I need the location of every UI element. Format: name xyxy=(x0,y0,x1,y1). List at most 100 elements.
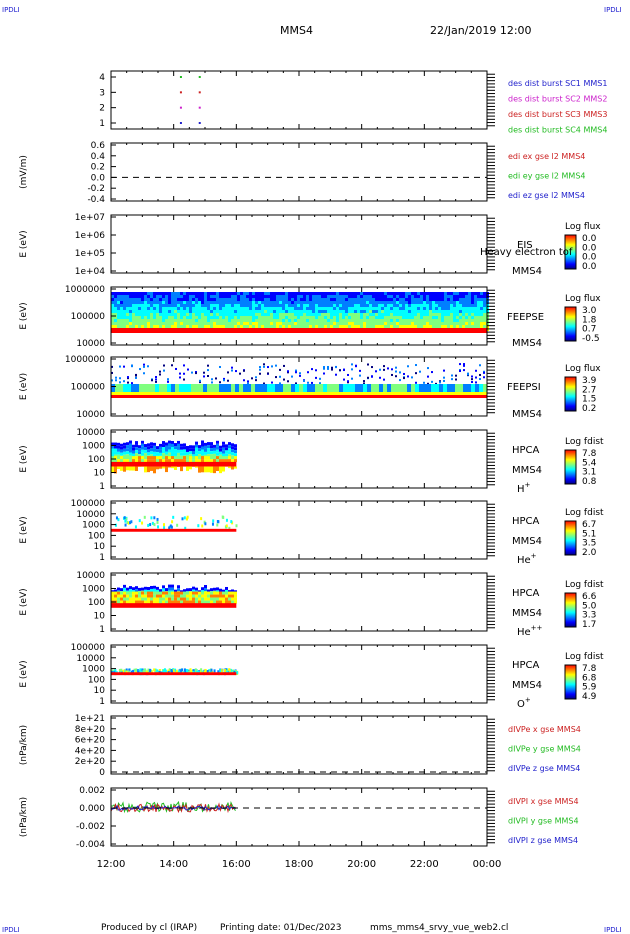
panel-feepse-cell xyxy=(330,325,333,328)
panel-feepse-cell xyxy=(462,322,465,325)
panel-des_burst-y-tick-label: 3 xyxy=(99,88,105,98)
panel-hpca_h-cell xyxy=(231,452,234,456)
panel-feepse-cell xyxy=(345,301,348,304)
panel-feepse-cell xyxy=(330,298,333,301)
panel-hpca_he-dot xyxy=(141,521,144,525)
panel-feepse-cell xyxy=(267,304,270,307)
panel-hpca_he2-cell xyxy=(195,587,198,591)
panel-feepse-cell xyxy=(441,325,444,328)
panel-feepsi-cell xyxy=(283,384,287,392)
panel-feepse-cell xyxy=(201,319,204,322)
panel-feepse-cell xyxy=(462,325,465,328)
panel-feepsi-dot xyxy=(427,382,429,385)
panel-hpca_h-cell xyxy=(165,456,168,460)
panel-feepse-cell xyxy=(228,325,231,328)
panel-feepse-cell xyxy=(420,313,423,316)
panel-feepse-cell xyxy=(114,307,117,310)
panel-hpca_o-dot xyxy=(220,668,223,672)
panel-hpca_he2-cell xyxy=(183,594,186,598)
panel-feepse-cell xyxy=(153,304,156,307)
panel-feepse-cell xyxy=(444,316,447,319)
panel-feepse-cell xyxy=(231,313,234,316)
panel-hpca_h-cell xyxy=(195,447,198,451)
panel-feepse-cell xyxy=(162,304,165,307)
panel-feepse-cell xyxy=(129,301,132,304)
panel-feepsi-dot xyxy=(351,368,353,371)
panel-feepse-cell xyxy=(309,319,312,322)
panel-feepse-cell xyxy=(369,316,372,319)
panel-feepse-cell xyxy=(366,292,369,295)
panel-feepse-cell xyxy=(219,301,222,304)
panel-hpca_h-cell xyxy=(210,456,213,460)
panel-feepse-cell xyxy=(381,313,384,316)
panel-feepse-cell xyxy=(354,319,357,322)
panel-hpca_h-cell xyxy=(231,456,234,460)
panel-feepse-cell xyxy=(453,298,456,301)
panel-feepse-cell xyxy=(159,319,162,322)
panel-feepse-cell xyxy=(276,316,279,319)
panel-hpca_he-dot xyxy=(156,520,159,524)
panel-feepse-cell xyxy=(225,307,228,310)
panel-feepse-cell xyxy=(135,316,138,319)
panel-feepsi-dot xyxy=(135,376,137,379)
panel-feepse-cell xyxy=(291,310,294,313)
panel-hpca_h-cell xyxy=(156,446,159,450)
panel-feepse-cell xyxy=(459,304,462,307)
panel-feepse-cell xyxy=(150,301,153,304)
panel-feepsi-dot xyxy=(371,375,373,378)
panel-feepse-cell xyxy=(156,322,159,325)
panel-feepse-cell xyxy=(228,319,231,322)
panel-feepse-cell xyxy=(438,313,441,316)
panel-feepse-cell xyxy=(204,307,207,310)
panel-feepse-cell xyxy=(267,313,270,316)
panel-feepse-cell xyxy=(288,301,291,304)
panel-feepse-cell xyxy=(336,292,339,295)
panel-feepse-cell xyxy=(402,325,405,328)
panel-feepse-cell xyxy=(474,292,477,295)
panel-feepse-cell xyxy=(324,307,327,310)
panel-feepsi-dot xyxy=(203,371,205,374)
panel-feepsi-dot xyxy=(155,378,157,381)
panel-feepse-cell xyxy=(279,316,282,319)
panel-feepse-cell xyxy=(192,322,195,325)
panel-feepse-cell xyxy=(186,301,189,304)
panel-feepse-cell xyxy=(159,316,162,319)
panel-feepse-cell xyxy=(459,292,462,295)
panel-feepse-cell xyxy=(246,313,249,316)
panel-feepse-cell xyxy=(408,316,411,319)
panel-feepse-cell xyxy=(222,322,225,325)
panel-hpca_he2-cell xyxy=(144,591,147,595)
panel-feepsi-cell xyxy=(455,384,459,392)
panel-feepsi-dot xyxy=(315,369,317,372)
panel-hpca_he-dot xyxy=(134,525,137,529)
panel-feepse-cell xyxy=(330,307,333,310)
panel-feepse-cell xyxy=(168,295,171,298)
panel-feepse-cell xyxy=(369,298,372,301)
panel-feepse-cell xyxy=(300,322,303,325)
panel-feepse-cell xyxy=(237,292,240,295)
panel-feepsi-dot xyxy=(363,380,365,383)
panel-feepse-cell xyxy=(393,313,396,316)
panel-hpca_he2-cell xyxy=(129,591,132,595)
panel-feepse-cell xyxy=(414,313,417,316)
panel-hpca_he2-cell xyxy=(216,597,219,601)
panel-feepse-cell xyxy=(354,301,357,304)
panel-feepse-cell xyxy=(303,304,306,307)
panel-feepse-cell xyxy=(345,298,348,301)
panel-hpca_o-cbar-tick: 4.9 xyxy=(582,692,597,702)
panel-hpca_h-cell xyxy=(126,448,129,452)
panel-feepse-cell xyxy=(384,313,387,316)
panel-feepse-cell xyxy=(171,319,174,322)
panel-feepse-cell xyxy=(117,295,120,298)
panel-feepse-cell xyxy=(294,295,297,298)
panel-hpca_he-spacecraft: MMS4 xyxy=(512,536,542,547)
panel-hpca_h-cell xyxy=(195,466,198,468)
panel-feepse-cell xyxy=(477,316,480,319)
panel-feepse-cell xyxy=(192,301,195,304)
panel-feepse-cell xyxy=(168,292,171,295)
panel-feepsi-cell xyxy=(379,384,383,392)
panel-hpca_h-cell xyxy=(207,466,210,473)
panel-feepse-cell xyxy=(222,298,225,301)
panel-feepse-cell xyxy=(303,298,306,301)
